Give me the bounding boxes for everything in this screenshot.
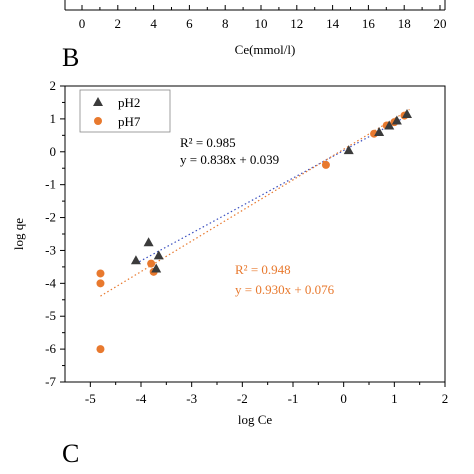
panel-label-c: C: [62, 439, 79, 468]
x-tick-label: -2: [237, 391, 248, 406]
top-x-tick-label: 12: [290, 16, 303, 31]
y-axis-ticks: 2 1 0 -1 -2 -3 -4 -5 -6 -7: [45, 78, 65, 389]
data-points: [96, 108, 412, 354]
ph2-equation-annotation: y = 0.838x + 0.039: [180, 152, 279, 167]
top-x-tick-label: 14: [326, 16, 340, 31]
main-chart: -5 -4 -3 -2 -1 0 1 2 2 1 0 -1 -2 -3 -4 -5 -6 -7 log Ce l…: [11, 78, 448, 427]
ph2-r2-annotation: R² = 0.985: [180, 135, 236, 150]
point-ph2: [384, 120, 395, 130]
top-x-axis-label: Ce(mmol/l): [235, 42, 296, 57]
point-ph7: [96, 345, 105, 354]
x-tick-label: 0: [340, 391, 347, 406]
top-x-ticks: 0 2 4 6 8 10 12 14 16 18 20: [79, 5, 447, 31]
x-tick-label: 2: [442, 391, 449, 406]
y-tick-label: -1: [45, 177, 56, 192]
point-ph2: [153, 250, 164, 260]
ph7-r2-annotation: R² = 0.948: [235, 262, 291, 277]
y-tick-label: 1: [50, 111, 57, 126]
legend-marker-ph2: [93, 97, 103, 106]
top-x-tick-label: 16: [362, 16, 376, 31]
point-ph7: [147, 259, 156, 268]
fit-line-ph2: [135, 114, 410, 265]
top-x-tick-label: 10: [255, 16, 268, 31]
y-tick-label: -3: [45, 242, 56, 257]
point-ph7: [321, 160, 330, 169]
panel-label-b: B: [62, 43, 79, 72]
x-tick-label: -3: [186, 391, 197, 406]
y-tick-label: -2: [45, 210, 56, 225]
y-tick-label: -4: [45, 275, 56, 290]
point-ph7: [96, 269, 105, 278]
point-ph2: [343, 145, 354, 155]
top-x-tick-label: 18: [398, 16, 411, 31]
point-ph2: [143, 237, 154, 247]
y-tick-label: -5: [45, 308, 56, 323]
x-tick-label: -5: [85, 391, 96, 406]
y-tick-label: 2: [50, 78, 57, 93]
x-axis-ticks: -5 -4 -3 -2 -1 0 1 2: [85, 382, 448, 406]
x-axis-label: log Ce: [238, 412, 273, 427]
top-x-tick-label: 0: [79, 16, 86, 31]
top-x-tick-label: 2: [115, 16, 122, 31]
top-panel: 0 2 4 6 8 10 12 14 16 18 20 Ce(mmol/l) B: [62, 0, 447, 72]
point-ph2: [130, 255, 141, 265]
point-ph7: [96, 279, 105, 288]
legend-label-ph7: pH7: [118, 114, 141, 129]
legend-label-ph2: pH2: [118, 95, 140, 110]
point-ph2: [402, 108, 412, 118]
x-tick-label: -4: [136, 391, 147, 406]
x-tick-label: -1: [288, 391, 299, 406]
point-ph2: [151, 263, 162, 273]
point-ph2: [391, 115, 402, 125]
ph7-equation-annotation: y = 0.930x + 0.076: [235, 282, 335, 297]
x-tick-label: 1: [391, 391, 398, 406]
y-tick-label: 0: [50, 144, 57, 159]
y-axis-label: log qe: [11, 218, 26, 250]
legend-marker-ph7: [94, 117, 102, 125]
top-x-tick-label: 4: [150, 16, 157, 31]
top-x-tick-label: 20: [434, 16, 447, 31]
point-ph2: [374, 127, 385, 137]
legend: pH2 pH7: [79, 89, 171, 133]
top-x-tick-label: 6: [186, 16, 193, 31]
y-tick-label: -6: [45, 341, 56, 356]
top-x-tick-label: 8: [222, 16, 229, 31]
legend-box: [79, 89, 171, 133]
y-tick-label: -7: [45, 374, 56, 389]
